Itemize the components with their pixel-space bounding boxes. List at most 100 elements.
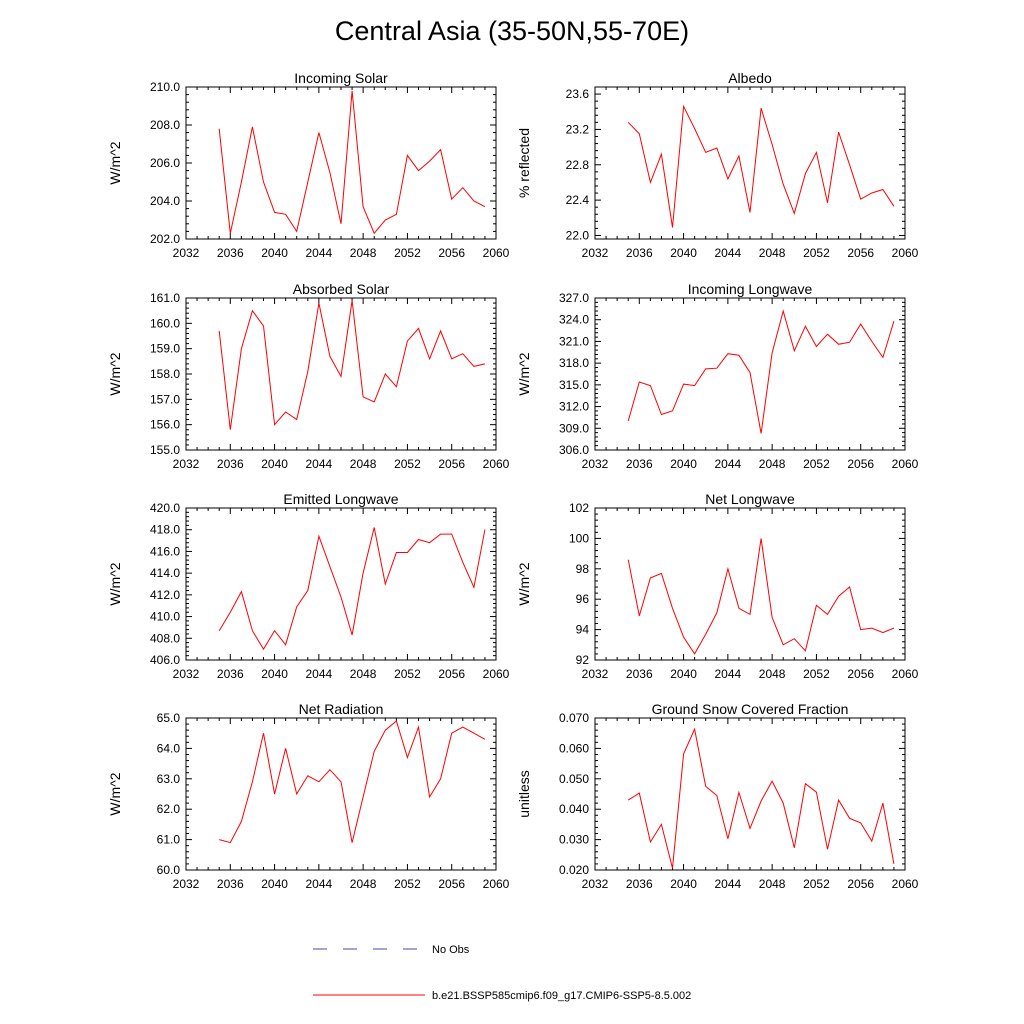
- emitted-longwave-xtick-label: 2060: [483, 667, 510, 681]
- emitted-longwave-ytick-label: 418.0: [150, 523, 180, 537]
- incoming-solar-xtick-label: 2044: [306, 246, 333, 260]
- net-radiation-series-line: [219, 720, 486, 844]
- albedo-xtick-label: 2040: [670, 246, 697, 260]
- net-longwave-xtick-label: 2052: [803, 667, 830, 681]
- net-longwave-series-line: [627, 538, 895, 655]
- net-radiation-xtick-label: 2048: [350, 877, 377, 891]
- incoming-longwave-ytick-label: 309.0: [559, 421, 589, 435]
- incoming-solar-ytick-label: 206.0: [150, 156, 180, 170]
- incoming-longwave-xtick-label: 2040: [670, 457, 697, 471]
- incoming-solar-ylabel: W/m^2: [107, 141, 123, 184]
- albedo-ytick-label: 22.8: [566, 158, 590, 172]
- absorbed-solar-series-line: [218, 300, 486, 430]
- albedo-ylabel: % reflected: [516, 128, 532, 198]
- emitted-longwave-xtick-label: 2032: [173, 667, 200, 681]
- incoming-solar-xtick-label: 2048: [350, 246, 377, 260]
- ground-snow-covered-fraction-ytick-label: 0.020: [559, 863, 589, 877]
- net-radiation-ytick-label: 60.0: [157, 863, 181, 877]
- incoming-longwave-xtick-label: 2060: [892, 457, 919, 471]
- absorbed-solar-xtick-label: 2052: [394, 457, 421, 471]
- emitted-longwave-series-line: [218, 527, 486, 651]
- net-radiation-xtick-label: 2032: [173, 877, 200, 891]
- ground-snow-covered-fraction-ytick-label: 0.030: [559, 833, 589, 847]
- incoming-longwave-xtick-label: 2036: [626, 457, 653, 471]
- net-radiation-plot-frame: [185, 717, 497, 871]
- emitted-longwave-ytick-label: 408.0: [150, 631, 180, 645]
- ground-snow-covered-fraction-ytick-label: 0.040: [559, 802, 589, 816]
- net-longwave-ytick-label: 102: [569, 501, 589, 515]
- net-longwave-xtick-label: 2036: [626, 667, 653, 681]
- absorbed-solar-xtick-label: 2040: [261, 457, 288, 471]
- incoming-longwave-xtick-label: 2052: [803, 457, 830, 471]
- panels: Incoming Solar W/m^2 2032 2036 2040 2044 2048 2…: [107, 70, 919, 891]
- emitted-longwave-ylabel: W/m^2: [107, 562, 123, 605]
- absorbed-solar-ytick-label: 160.0: [150, 316, 180, 330]
- ground-snow-covered-fraction-xtick-label: 2036: [626, 877, 653, 891]
- net-radiation-ytick-label: 63.0: [157, 772, 181, 786]
- absorbed-solar-ytick-label: 155.0: [150, 443, 180, 457]
- net-radiation-xtick-label: 2056: [438, 877, 465, 891]
- net-longwave-ytick-label: 98: [576, 562, 590, 576]
- incoming-longwave-xtick-label: 2048: [759, 457, 786, 471]
- net-radiation-xtick-label: 2060: [483, 877, 510, 891]
- incoming-longwave-series-line: [627, 309, 895, 434]
- emitted-longwave-xtick-label: 2036: [217, 667, 244, 681]
- incoming-longwave-plot-frame: [594, 297, 906, 451]
- legend-model-label: b.e21.BSSP585cmip6.f09_g17.CMIP6-SSP5-8.…: [432, 990, 691, 1002]
- net-radiation-ytick-label: 65.0: [157, 711, 181, 725]
- incoming-solar-xtick-label: 2040: [261, 246, 288, 260]
- absorbed-solar-ytick-label: 159.0: [150, 342, 180, 356]
- incoming-longwave-ytick-label: 315.0: [559, 378, 589, 392]
- net-longwave-title: Net Longwave: [705, 491, 795, 507]
- albedo-xtick-label: 2048: [759, 246, 786, 260]
- incoming-solar-xtick-label: 2032: [173, 246, 200, 260]
- net-longwave-plot-frame: [594, 507, 906, 661]
- net-radiation-xtick-label: 2044: [306, 877, 333, 891]
- ground-snow-covered-fraction-xtick-label: 2048: [759, 877, 786, 891]
- net-longwave-xtick-label: 2048: [759, 667, 786, 681]
- net-longwave-xtick-label: 2060: [892, 667, 919, 681]
- net-longwave-ylabel: W/m^2: [516, 562, 532, 605]
- legend: No Obs b.e21.BSSP585cmip6.f09_g17.CMIP6-…: [313, 944, 691, 1002]
- net-radiation-xtick-label: 2040: [261, 877, 288, 891]
- absorbed-solar-ytick-label: 158.0: [150, 367, 180, 381]
- absorbed-solar-xtick-label: 2060: [483, 457, 510, 471]
- absorbed-solar-xtick-label: 2044: [306, 457, 333, 471]
- ground-snow-covered-fraction-ylabel: unitless: [516, 770, 532, 817]
- incoming-solar-ytick-label: 210.0: [150, 80, 180, 94]
- absorbed-solar-xtick-label: 2036: [217, 457, 244, 471]
- albedo-ytick-label: 23.6: [566, 87, 590, 101]
- incoming-solar-ytick-label: 208.0: [150, 118, 180, 132]
- albedo-ytick-label: 23.2: [566, 122, 590, 136]
- absorbed-solar-title: Absorbed Solar: [293, 281, 390, 297]
- albedo-xtick-label: 2052: [803, 246, 830, 260]
- incoming-longwave-xtick-label: 2056: [847, 457, 874, 471]
- absorbed-solar-panel: Absorbed Solar W/m^2 2032 2036 2040 2044 2048 2…: [107, 281, 510, 471]
- emitted-longwave-xtick-label: 2040: [261, 667, 288, 681]
- ground-snow-covered-fraction-xtick-label: 2032: [582, 877, 609, 891]
- emitted-longwave-xtick-label: 2044: [306, 667, 333, 681]
- emitted-longwave-ytick-label: 420.0: [150, 501, 180, 515]
- net-longwave-ytick-label: 100: [569, 531, 589, 545]
- ground-snow-covered-fraction-xtick-label: 2060: [892, 877, 919, 891]
- emitted-longwave-ytick-label: 414.0: [150, 566, 180, 580]
- emitted-longwave-ytick-label: 416.0: [150, 544, 180, 558]
- albedo-panel: Albedo % reflected 2032 2036 2040 2044 2048 205…: [516, 70, 919, 260]
- albedo-xtick-label: 2060: [892, 246, 919, 260]
- incoming-longwave-ytick-label: 327.0: [559, 291, 589, 305]
- net-radiation-ylabel: W/m^2: [107, 772, 123, 815]
- incoming-longwave-xtick-label: 2044: [715, 457, 742, 471]
- emitted-longwave-title: Emitted Longwave: [283, 491, 398, 507]
- net-radiation-ytick-label: 64.0: [157, 741, 181, 755]
- net-longwave-ytick-label: 94: [576, 623, 590, 637]
- incoming-longwave-ytick-label: 306.0: [559, 443, 589, 457]
- absorbed-solar-ylabel: W/m^2: [107, 352, 123, 395]
- ground-snow-covered-fraction-xtick-label: 2044: [715, 877, 742, 891]
- absorbed-solar-xtick-label: 2048: [350, 457, 377, 471]
- incoming-longwave-ytick-label: 312.0: [559, 400, 589, 414]
- emitted-longwave-ytick-label: 410.0: [150, 610, 180, 624]
- albedo-ytick-label: 22.4: [566, 193, 590, 207]
- albedo-title: Albedo: [728, 70, 772, 86]
- ground-snow-covered-fraction-ytick-label: 0.070: [559, 711, 589, 725]
- incoming-solar-xtick-label: 2060: [483, 246, 510, 260]
